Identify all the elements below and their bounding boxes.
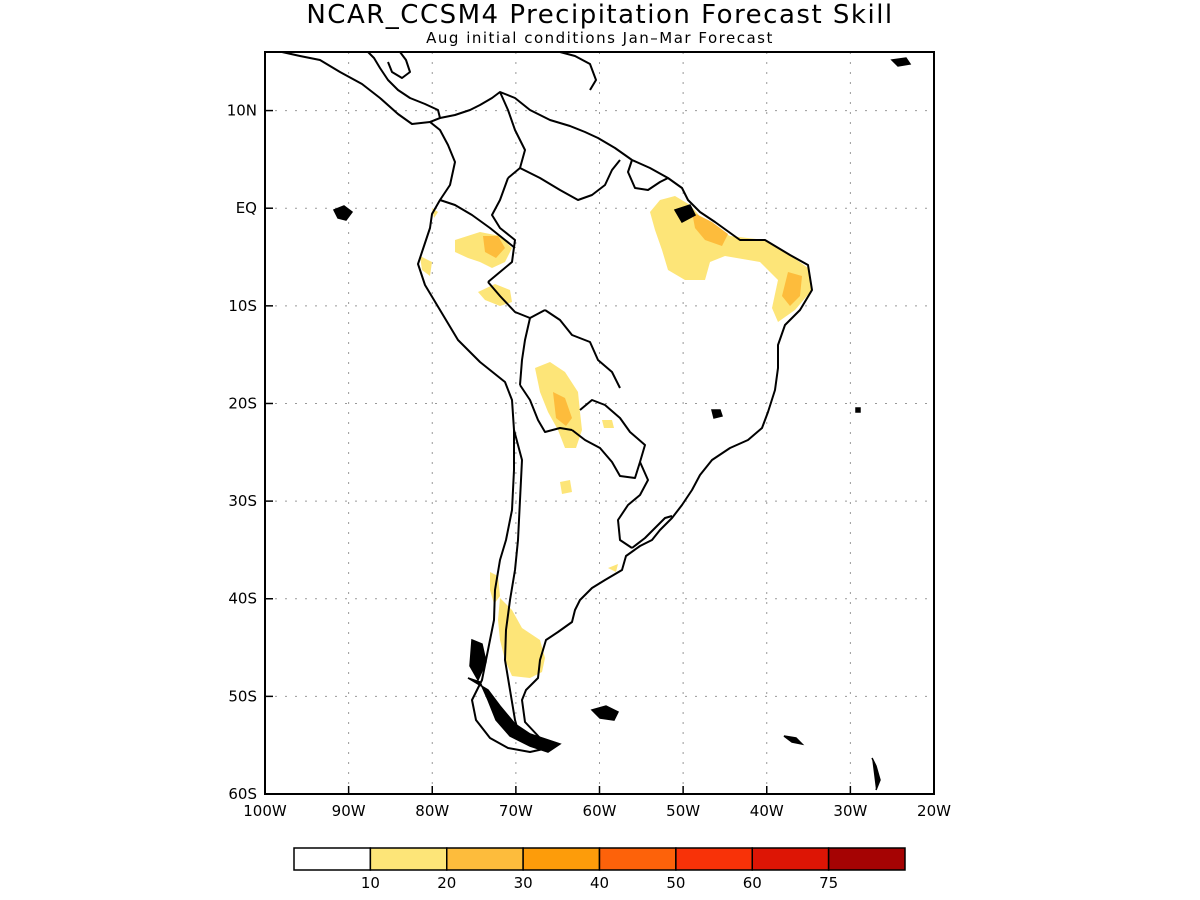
border-colombia-peru-brazil (487, 177, 516, 283)
border-colombia-venezuela (499, 91, 526, 179)
island-chiloe-archipelago (469, 638, 487, 682)
border-bolivia-brazil (544, 309, 621, 389)
border-paraguay (571, 399, 646, 479)
lat-tick-label: 40S (228, 590, 257, 608)
legend-label: 60 (743, 874, 762, 892)
legend-swatch (675, 847, 753, 871)
map-subtitle: Aug initial conditions Jan–Mar Forecast (426, 29, 774, 47)
lon-tick-label: 90W (332, 802, 366, 820)
legend-label: 10 (361, 874, 380, 892)
lon-tick-label: 30W (833, 802, 867, 820)
skill-region-buenos-aires (608, 564, 618, 572)
coastline-cuba (559, 51, 597, 91)
border-uruguay (631, 515, 673, 549)
border-ecuador-peru (439, 199, 516, 249)
land-outlines (281, 51, 813, 753)
map-gridlines (265, 52, 934, 794)
legend-label: 20 (437, 874, 456, 892)
island-trindade (855, 407, 861, 413)
lat-tick-label: 30S (228, 492, 257, 510)
border-guianas (627, 159, 669, 191)
lon-tick-label: 50W (666, 802, 700, 820)
legend-swatch (751, 847, 830, 871)
skill-region-patagonia (498, 598, 545, 678)
lat-tick-label: 50S (228, 687, 257, 705)
lat-tick-label: 20S (228, 394, 257, 412)
island-sandwich (871, 757, 881, 791)
legend-swatch (522, 847, 601, 871)
legend-swatch (293, 847, 372, 871)
island-south-georgia (783, 735, 805, 746)
skill-region-bolivia-core (553, 392, 572, 426)
skill-region-paraguay-dot (602, 420, 614, 428)
island-marajo (673, 204, 696, 224)
legend-label: 30 (514, 874, 533, 892)
colorbar-legend: 10 20 30 40 50 60 75 (293, 847, 906, 892)
lon-tick-label: 70W (499, 802, 533, 820)
skill-region-ecuador-coast (420, 256, 432, 276)
legend-label: 75 (819, 874, 838, 892)
skill-region-ne-brazil-core-2 (782, 272, 802, 306)
lat-tick-label: EQ (236, 199, 257, 217)
islands (332, 57, 912, 791)
coastline-yucatan (387, 51, 411, 79)
legend-swatch (369, 847, 448, 871)
lat-tick-label: 10N (227, 102, 257, 120)
skill-region-peru-core (483, 236, 505, 258)
skill-region-argentina-dot (560, 480, 572, 494)
lat-tick-label: 60S (228, 785, 257, 803)
island-fernando (890, 57, 912, 67)
island-galapagos (332, 205, 354, 221)
lon-tick-label: 40W (750, 802, 784, 820)
skill-region-ne-brazil (650, 196, 812, 322)
skill-shading (420, 196, 812, 678)
border-argentina-brazil (617, 461, 649, 549)
lon-tick-label: 80W (415, 802, 449, 820)
border-peru-bolivia (519, 317, 531, 386)
lon-tick-label: 20W (917, 802, 951, 820)
island-falklands (590, 705, 620, 721)
map-title: NCAR_CCSM4 Precipitation Forecast Skill (306, 0, 894, 30)
island-abrolhos (711, 409, 723, 419)
legend-swatch (827, 847, 906, 871)
legend-swatch (446, 847, 524, 871)
axis-ticks: 100W 90W 80W 70W 60W 50W 40W 30W 20W 10N EQ 10S 20S 3… (227, 102, 951, 820)
legend-label: 50 (666, 874, 685, 892)
border-chile-argentina (504, 429, 523, 739)
coastline-central-america (281, 51, 441, 125)
border-venezuela-brazil (519, 159, 621, 201)
border-peru-brazil (487, 281, 546, 319)
legend-label: 40 (590, 874, 609, 892)
skill-region-ne-brazil-core (692, 212, 728, 246)
legend-swatch (598, 847, 677, 871)
coastline-south-america (417, 91, 813, 753)
lon-tick-label: 100W (243, 802, 287, 820)
border-bolivia-chile-argentina (519, 384, 573, 433)
lon-tick-label: 60W (583, 802, 617, 820)
lat-tick-label: 10S (228, 297, 257, 315)
island-tierra-del-fuego (467, 677, 562, 753)
